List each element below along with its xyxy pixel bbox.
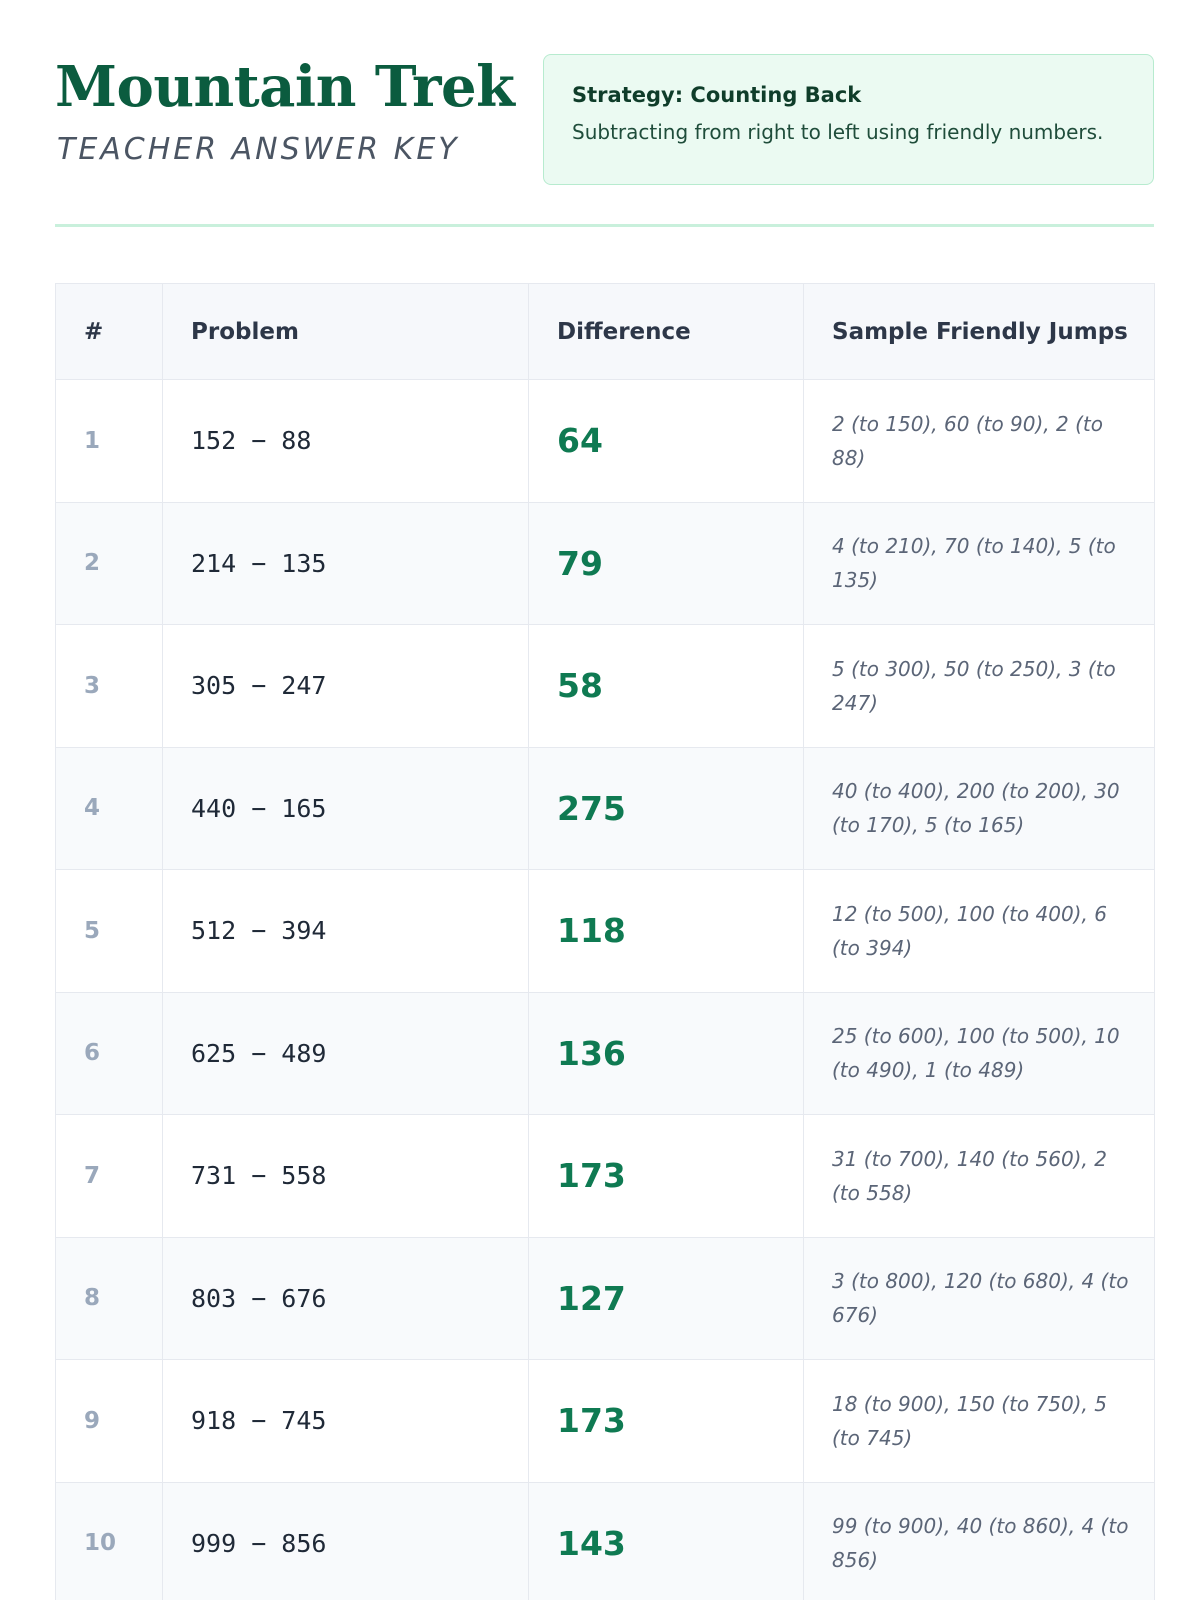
row-problem: 803 − 676 (162, 1236, 529, 1360)
row-number: 10 (55, 1481, 163, 1600)
row-problem: 625 − 489 (162, 991, 529, 1115)
row-difference: 143 (528, 1481, 804, 1600)
row-jumps: 3 (to 800), 120 (to 680), 4 (to 676) (803, 1236, 1155, 1360)
table-row: 9 918 − 745 173 18 (to 900), 150 (to 750… (55, 1359, 1155, 1483)
row-difference: 64 (528, 379, 804, 503)
table-row: 5 512 − 394 118 12 (to 500), 100 (to 400… (55, 869, 1155, 993)
row-number: 3 (55, 624, 163, 748)
strategy-description: Subtracting from right to left using fri… (572, 120, 1104, 144)
row-problem: 918 − 745 (162, 1359, 529, 1483)
row-number: 2 (55, 501, 163, 625)
row-jumps: 18 (to 900), 150 (to 750), 5 (to 745) (803, 1359, 1155, 1483)
table-row: 6 625 − 489 136 25 (to 600), 100 (to 500… (55, 991, 1155, 1115)
row-problem: 214 − 135 (162, 501, 529, 625)
row-problem: 440 − 165 (162, 746, 529, 870)
row-jumps: 12 (to 500), 100 (to 400), 6 (to 394) (803, 869, 1155, 993)
column-header-jumps: Sample Friendly Jumps (803, 283, 1155, 380)
row-difference: 275 (528, 746, 804, 870)
strategy-box: Strategy: Counting Back Subtracting from… (543, 54, 1154, 185)
row-jumps: 4 (to 210), 70 (to 140), 5 (to 135) (803, 501, 1155, 625)
row-difference: 127 (528, 1236, 804, 1360)
answer-table-container: # Problem Difference Sample Friendly Jum… (55, 283, 1155, 1600)
row-difference: 173 (528, 1359, 804, 1483)
table-row: 8 803 − 676 127 3 (to 800), 120 (to 680)… (55, 1236, 1155, 1360)
table-row: 3 305 − 247 58 5 (to 300), 50 (to 250), … (55, 624, 1155, 748)
row-number: 9 (55, 1359, 163, 1483)
row-problem: 512 − 394 (162, 869, 529, 993)
table-row: 10 999 − 856 143 99 (to 900), 40 (to 860… (55, 1481, 1155, 1600)
row-difference: 136 (528, 991, 804, 1115)
page-title: Mountain Trek (55, 54, 515, 120)
table-row: 4 440 − 165 275 40 (to 400), 200 (to 200… (55, 746, 1155, 870)
row-number: 6 (55, 991, 163, 1115)
page-subtitle: TEACHER ANSWER KEY (57, 132, 460, 167)
table-row: 7 731 − 558 173 31 (to 700), 140 (to 560… (55, 1114, 1155, 1238)
row-number: 7 (55, 1114, 163, 1238)
column-header-number: # (55, 283, 163, 380)
row-difference: 118 (528, 869, 804, 993)
row-difference: 58 (528, 624, 804, 748)
row-difference: 173 (528, 1114, 804, 1238)
table-row: 2 214 − 135 79 4 (to 210), 70 (to 140), … (55, 501, 1155, 625)
answer-table: # Problem Difference Sample Friendly Jum… (55, 283, 1155, 1600)
strategy-title: Strategy: Counting Back (572, 83, 862, 107)
header: Mountain Trek TEACHER ANSWER KEY Strateg… (55, 0, 1154, 230)
row-number: 5 (55, 869, 163, 993)
table-row: 1 152 − 88 64 2 (to 150), 60 (to 90), 2 … (55, 379, 1155, 503)
row-jumps: 2 (to 150), 60 (to 90), 2 (to 88) (803, 379, 1155, 503)
row-number: 4 (55, 746, 163, 870)
row-difference: 79 (528, 501, 804, 625)
row-problem: 999 − 856 (162, 1481, 529, 1600)
row-number: 8 (55, 1236, 163, 1360)
column-header-problem: Problem (162, 283, 529, 380)
row-problem: 731 − 558 (162, 1114, 529, 1238)
row-jumps: 40 (to 400), 200 (to 200), 30 (to 170), … (803, 746, 1155, 870)
column-header-difference: Difference (528, 283, 804, 380)
row-jumps: 5 (to 300), 50 (to 250), 3 (to 247) (803, 624, 1155, 748)
row-jumps: 31 (to 700), 140 (to 560), 2 (to 558) (803, 1114, 1155, 1238)
row-jumps: 25 (to 600), 100 (to 500), 10 (to 490), … (803, 991, 1155, 1115)
header-divider (55, 224, 1154, 227)
row-number: 1 (55, 379, 163, 503)
row-problem: 152 − 88 (162, 379, 529, 503)
row-problem: 305 − 247 (162, 624, 529, 748)
table-header-row: # Problem Difference Sample Friendly Jum… (55, 283, 1155, 380)
row-jumps: 99 (to 900), 40 (to 860), 4 (to 856) (803, 1481, 1155, 1600)
